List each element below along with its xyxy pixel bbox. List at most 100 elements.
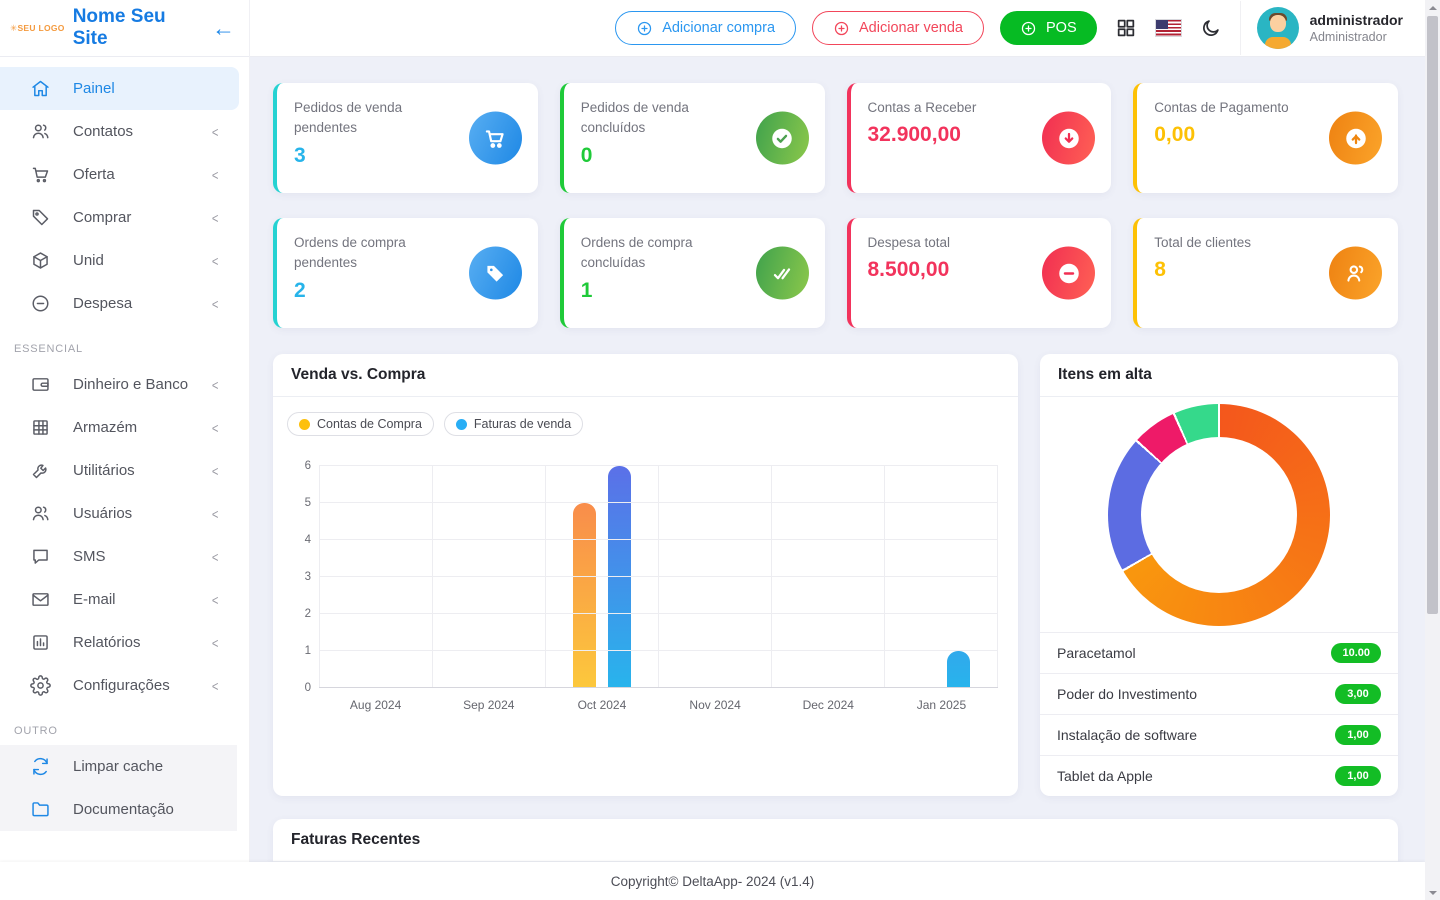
- sidebar-item-label: Documentação: [73, 801, 174, 818]
- pos-label: POS: [1046, 20, 1077, 36]
- sidebar-item-dinheiro-e-banco[interactable]: Dinheiro e Banco <: [0, 363, 239, 406]
- tag-icon: [32, 209, 49, 226]
- stat-card-accounts-receivable: Contas a Receber 32.900,00: [846, 83, 1112, 193]
- sidebar-item-documentacao[interactable]: Documentação: [0, 788, 237, 831]
- legend-item-sales[interactable]: Faturas de venda: [443, 412, 584, 436]
- sidebar-nav: Painel Contatos < Oferta < Comprar < Uni…: [0, 57, 249, 831]
- sidebar-item-label: Contatos: [73, 123, 134, 140]
- user-role: Administrador: [1309, 30, 1387, 44]
- sidebar-item-utilitarios[interactable]: Utilitários <: [0, 449, 239, 492]
- stat-label: Contas de Pagamento: [1154, 100, 1289, 115]
- chart-legend: Contas de Compra Faturas de venda: [287, 412, 1018, 436]
- sidebar-item-label: Armazém: [73, 419, 138, 436]
- chevron-left-icon: <: [211, 209, 219, 226]
- scroll-down-arrow-icon[interactable]: [1425, 885, 1440, 900]
- trending-item-qty-badge: 1,00: [1335, 766, 1381, 786]
- box-icon: [33, 252, 48, 269]
- double-check-icon: [755, 246, 809, 300]
- add-sale-button[interactable]: Adicionar venda: [812, 11, 985, 45]
- stat-card-accounts-payable: Contas de Pagamento 0,00: [1133, 83, 1398, 193]
- chevron-left-icon: <: [211, 677, 219, 694]
- sidebar-item-usuarios[interactable]: Usuários <: [0, 492, 239, 535]
- language-flag-us-icon[interactable]: [1154, 19, 1182, 37]
- trending-item-name: Tablet da Apple: [1057, 768, 1153, 784]
- chevron-left-icon: <: [211, 548, 219, 565]
- pos-button[interactable]: POS: [1000, 11, 1097, 45]
- stat-value: 8.500,00: [867, 258, 950, 282]
- add-sale-label: Adicionar venda: [859, 20, 964, 36]
- chevron-left-icon: <: [211, 419, 219, 436]
- vertical-scrollbar[interactable]: [1425, 0, 1440, 900]
- arrow-up-circle-icon: [1329, 111, 1382, 165]
- bar-chart-columns: [319, 466, 998, 688]
- sidebar-item-label: Despesa: [73, 295, 133, 312]
- donut-chart-wrap: [1040, 397, 1398, 632]
- trending-item-qty-badge: 10.00: [1331, 643, 1381, 663]
- sidebar-item-relatorios[interactable]: Relatórios <: [0, 621, 239, 664]
- users-icon: [1329, 246, 1382, 300]
- sidebar-item-label: SMS: [73, 548, 106, 565]
- chevron-left-icon: <: [211, 295, 219, 312]
- sidebar-item-label: Configurações: [73, 677, 170, 694]
- stat-cards: Pedidos de venda pendentes 3 Pedidos de …: [273, 83, 1398, 328]
- trending-item: Instalação de software 1,00: [1040, 714, 1398, 755]
- chevron-left-icon: <: [211, 634, 219, 651]
- stat-value: 32.900,00: [867, 123, 961, 147]
- add-purchase-button[interactable]: Adicionar compra: [615, 11, 797, 45]
- dark-mode-moon-icon[interactable]: [1198, 15, 1224, 41]
- section-title-essencial: ESSENCIAL: [14, 343, 83, 355]
- donut-chart: [1108, 403, 1330, 626]
- user-menu[interactable]: administrador Administrador: [1239, 1, 1417, 55]
- trending-item-name: Poder do Investimento: [1057, 686, 1198, 702]
- sidebar-item-label: Comprar: [73, 209, 132, 226]
- plus-circle-icon: [1021, 21, 1036, 35]
- trending-item: Poder do Investimento 3,00: [1040, 673, 1398, 714]
- folder-icon: [32, 802, 49, 817]
- cart-icon: [468, 111, 522, 165]
- sidebar-item-despesa[interactable]: Despesa <: [0, 282, 239, 325]
- minus-circle-icon: [32, 295, 49, 312]
- trending-item-qty-badge: 3,00: [1335, 684, 1381, 704]
- sidebar-item-unid[interactable]: Unid <: [0, 239, 239, 282]
- sidebar-item-oferta[interactable]: Oferta <: [0, 153, 239, 196]
- sidebar-item-label: Unid: [73, 252, 104, 269]
- chart-title: Venda vs. Compra: [273, 354, 1018, 397]
- recent-invoices-panel: Faturas Recentes: [273, 819, 1398, 862]
- trending-item: Paracetamol 10.00: [1040, 632, 1398, 673]
- site-name[interactable]: Nome Seu Site: [72, 6, 166, 49]
- sidebar-item-email[interactable]: E-mail <: [0, 578, 239, 621]
- sidebar-item-limpar-cache[interactable]: Limpar cache: [0, 745, 237, 788]
- scrollbar-thumb[interactable]: [1427, 16, 1438, 614]
- sidebar-item-armazem[interactable]: Armazém <: [0, 406, 239, 449]
- plus-circle-icon: [638, 21, 652, 35]
- stat-value: 0,00: [1154, 123, 1196, 147]
- chevron-left-icon: <: [211, 252, 219, 269]
- logo[interactable]: ✳SEU LOGO: [10, 22, 65, 33]
- chevron-left-icon: <: [211, 166, 219, 183]
- sidebar-item-contatos[interactable]: Contatos <: [0, 110, 239, 153]
- chevron-left-icon: <: [211, 591, 219, 608]
- user-avatar: [1256, 7, 1299, 49]
- footer: Copyright© DeltaApp- 2024 (v1.4): [0, 862, 1425, 900]
- stat-value: 0: [580, 143, 593, 167]
- trending-item-qty-badge: 1,00: [1335, 725, 1381, 745]
- legend-item-purchases[interactable]: Contas de Compra: [287, 412, 434, 436]
- x-axis-labels: Aug 2024 Sep 2024 Oct 2024 Nov 2024 Dec 2024…: [349, 698, 967, 712]
- apps-grid-icon[interactable]: [1113, 15, 1139, 41]
- scroll-up-arrow-icon[interactable]: [1425, 0, 1440, 15]
- trending-items-panel: Itens em alta Paracetamol 10.00 Poder do…: [1040, 354, 1398, 796]
- sidebar-item-painel[interactable]: Painel: [0, 67, 239, 110]
- topbar: Adicionar compra Adicionar venda POS adm…: [250, 0, 1425, 57]
- trending-title: Itens em alta: [1040, 354, 1398, 397]
- sidebar-item-label: Utilitários: [73, 462, 135, 479]
- sidebar-item-sms[interactable]: SMS <: [0, 535, 239, 578]
- sidebar-collapse-arrow-icon[interactable]: ←: [212, 14, 235, 41]
- trending-item-name: Paracetamol: [1057, 645, 1136, 661]
- trending-item: Tablet da Apple 1,00: [1040, 755, 1398, 796]
- sidebar-item-configuracoes[interactable]: Configurações <: [0, 664, 239, 707]
- sidebar-item-label: Dinheiro e Banco: [73, 376, 189, 393]
- warehouse-grid-icon: [33, 420, 48, 435]
- stat-card-total-expense: Despesa total 8.500,00: [846, 218, 1112, 328]
- sidebar-item-comprar[interactable]: Comprar <: [0, 196, 239, 239]
